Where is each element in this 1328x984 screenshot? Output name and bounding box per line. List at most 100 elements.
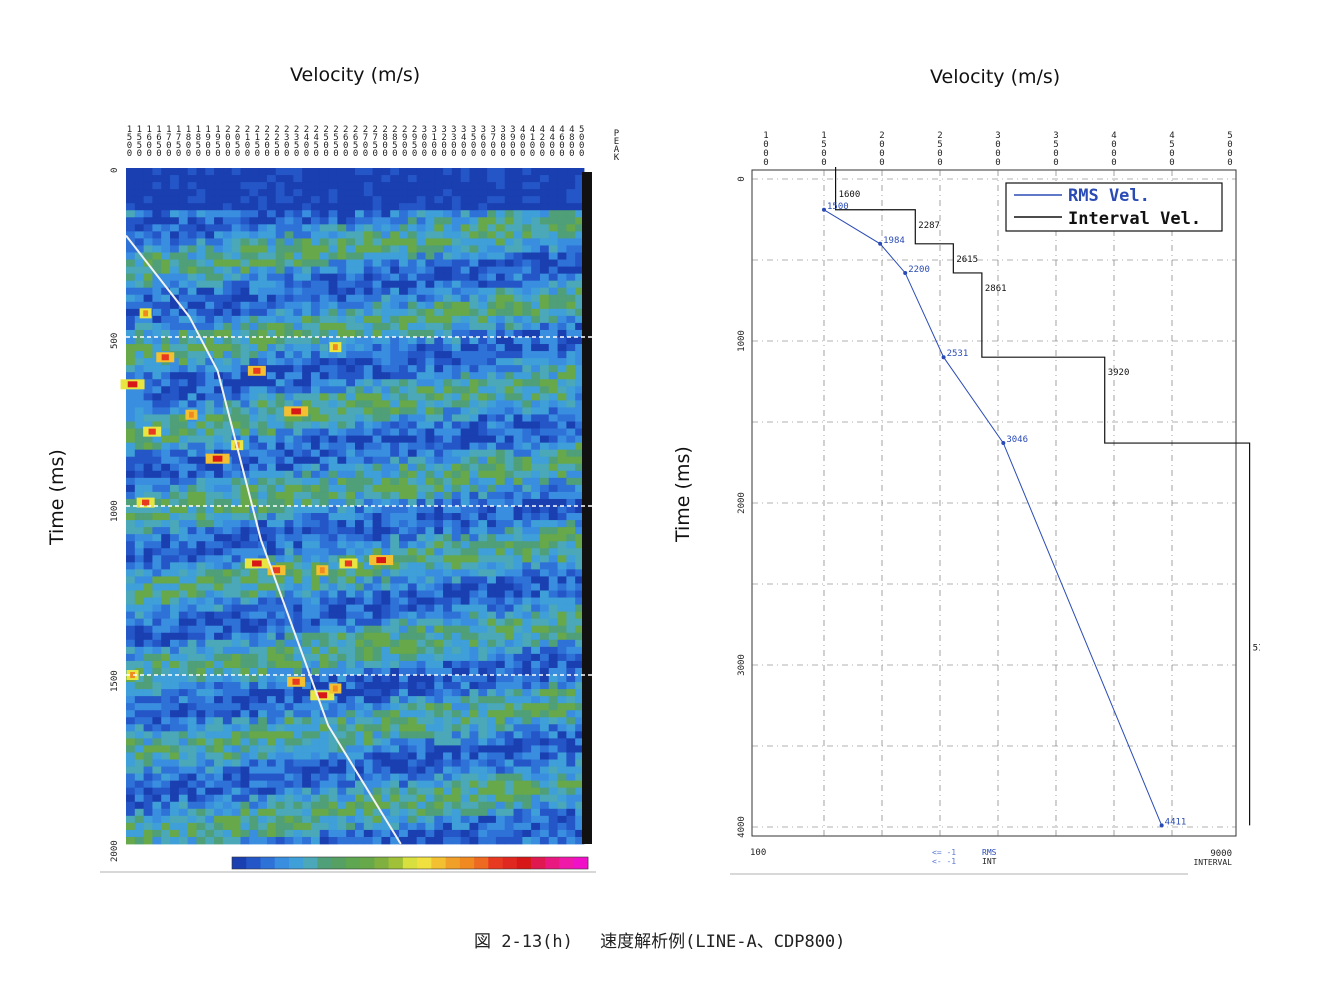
heatmap-cell <box>425 456 435 465</box>
heatmap-cell <box>539 315 550 324</box>
heatmap-cell <box>531 660 541 669</box>
heatmap-cell <box>275 470 285 479</box>
heatmap-cell <box>416 477 426 486</box>
heatmap-cell <box>495 527 506 535</box>
heatmap-cell <box>557 421 567 429</box>
heatmap-cell <box>214 675 224 683</box>
heatmap-cell <box>460 351 470 359</box>
heatmap-cell <box>531 731 541 739</box>
heatmap-cell <box>328 604 338 613</box>
heatmap-cell <box>231 428 241 436</box>
heatmap-cell <box>460 794 470 803</box>
heatmap-cell <box>249 646 259 655</box>
heatmap-cell <box>407 808 418 817</box>
heatmap-cell <box>134 541 145 549</box>
heatmap-cell <box>407 266 418 275</box>
heatmap-cell <box>451 196 462 204</box>
heatmap-cell <box>390 168 400 176</box>
heatmap-cell <box>187 675 197 683</box>
heatmap-cell <box>346 393 356 401</box>
heatmap-cell <box>522 308 532 317</box>
heatmap-cell <box>178 224 189 232</box>
heatmap-cell <box>478 717 488 725</box>
heatmap-cell <box>469 562 479 570</box>
heatmap-cell <box>187 689 197 697</box>
heatmap-cell <box>310 386 321 394</box>
heatmap-cell <box>187 498 197 507</box>
heatmap-cell <box>178 646 189 655</box>
heatmap-cell <box>205 534 215 542</box>
heatmap-cell <box>231 231 241 239</box>
heatmap-cell <box>575 520 585 528</box>
heatmap-cell <box>284 520 294 528</box>
heatmap-cell <box>548 801 558 810</box>
heatmap-cell <box>249 189 259 197</box>
heatmap-cell <box>293 266 303 275</box>
heatmap-cell <box>161 344 171 352</box>
heatmap-cell <box>504 766 514 774</box>
heatmap-cell <box>152 759 162 767</box>
heatmap-cell <box>319 301 329 310</box>
heatmap-cell <box>487 731 497 739</box>
heatmap-cell <box>284 822 294 831</box>
heatmap-cell <box>399 456 409 465</box>
heatmap-cell <box>134 689 145 697</box>
heatmap-cell <box>346 379 356 387</box>
heatmap-cell <box>214 766 224 774</box>
heatmap-cell <box>258 182 268 190</box>
heatmap-cell <box>425 238 435 246</box>
heatmap-cell <box>355 358 365 366</box>
heatmap-cell <box>478 548 488 556</box>
heatmap-cell <box>513 414 523 422</box>
heatmap-cell <box>434 829 444 838</box>
heatmap-cell <box>152 618 162 627</box>
heatmap-cell <box>363 182 374 190</box>
heatmap-cell <box>170 513 180 521</box>
heatmap-cell <box>399 569 409 577</box>
heatmap-cell <box>143 337 153 345</box>
heatmap-cell <box>152 280 162 289</box>
heatmap-cell <box>548 231 558 239</box>
heatmap-cell <box>337 815 347 824</box>
heatmap-cell <box>231 639 241 648</box>
heatmap-cell <box>487 477 497 486</box>
heatmap-cell <box>443 787 453 796</box>
heatmap-cell <box>240 210 250 218</box>
heatmap-cell <box>152 189 162 197</box>
heatmap-cell <box>531 745 541 753</box>
heatmap-cell <box>355 794 365 803</box>
heatmap-cell <box>443 745 453 753</box>
heatmap-cell <box>522 301 532 310</box>
heatmap-cell <box>425 189 435 197</box>
heatmap-cell <box>196 703 206 711</box>
heatmap-cell <box>258 308 268 317</box>
heatmap-cell <box>399 231 409 239</box>
heatmap-cell <box>355 787 365 796</box>
heatmap-cell <box>152 506 162 514</box>
heatmap-cell <box>275 337 285 345</box>
heatmap-cell <box>249 477 259 486</box>
heatmap-cell <box>134 794 145 803</box>
heatmap-cell <box>407 583 418 591</box>
heatmap-cell <box>539 414 550 422</box>
heatmap-cell <box>469 639 479 648</box>
heatmap-cell <box>328 491 338 500</box>
heatmap-cell <box>187 520 197 528</box>
heatmap-cell <box>460 470 470 479</box>
heatmap-cell <box>126 400 136 408</box>
heatmap-cell <box>319 287 329 296</box>
heatmap-cell <box>170 421 180 429</box>
heatmap-cell <box>513 660 523 669</box>
heatmap-cell <box>504 696 514 704</box>
heatmap-cell <box>399 632 409 641</box>
heatmap-cell <box>513 217 523 225</box>
heatmap-cell <box>522 435 532 444</box>
heatmap-cell <box>407 618 418 627</box>
heatmap-cell <box>469 175 479 183</box>
heatmap-cell <box>451 562 462 570</box>
heatmap-cell <box>522 731 532 739</box>
heatmap-cell <box>346 337 356 345</box>
heatmap-cell <box>284 456 294 465</box>
heatmap-cell <box>284 266 294 275</box>
